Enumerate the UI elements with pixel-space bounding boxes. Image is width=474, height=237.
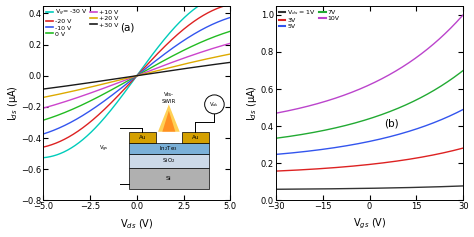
X-axis label: V$_{ds}$ (V): V$_{ds}$ (V) (120, 217, 154, 231)
Y-axis label: I$_{ds}$ (μA): I$_{ds}$ (μA) (6, 85, 19, 121)
Y-axis label: I$_{ds}$ (μA): I$_{ds}$ (μA) (245, 85, 259, 121)
Legend: V$_{ds}$ = 1V, 3V, 5V, 7V, 10V: V$_{ds}$ = 1V, 3V, 5V, 7V, 10V (277, 7, 341, 31)
X-axis label: V$_{gs}$ (V): V$_{gs}$ (V) (353, 217, 386, 232)
Legend: V$_g$= -30 V, -20 V, -10 V, 0 V, +10 V, +20 V, +30 V: V$_g$= -30 V, -20 V, -10 V, 0 V, +10 V, … (45, 7, 119, 38)
Text: (a): (a) (120, 23, 134, 33)
Text: (b): (b) (384, 118, 399, 128)
